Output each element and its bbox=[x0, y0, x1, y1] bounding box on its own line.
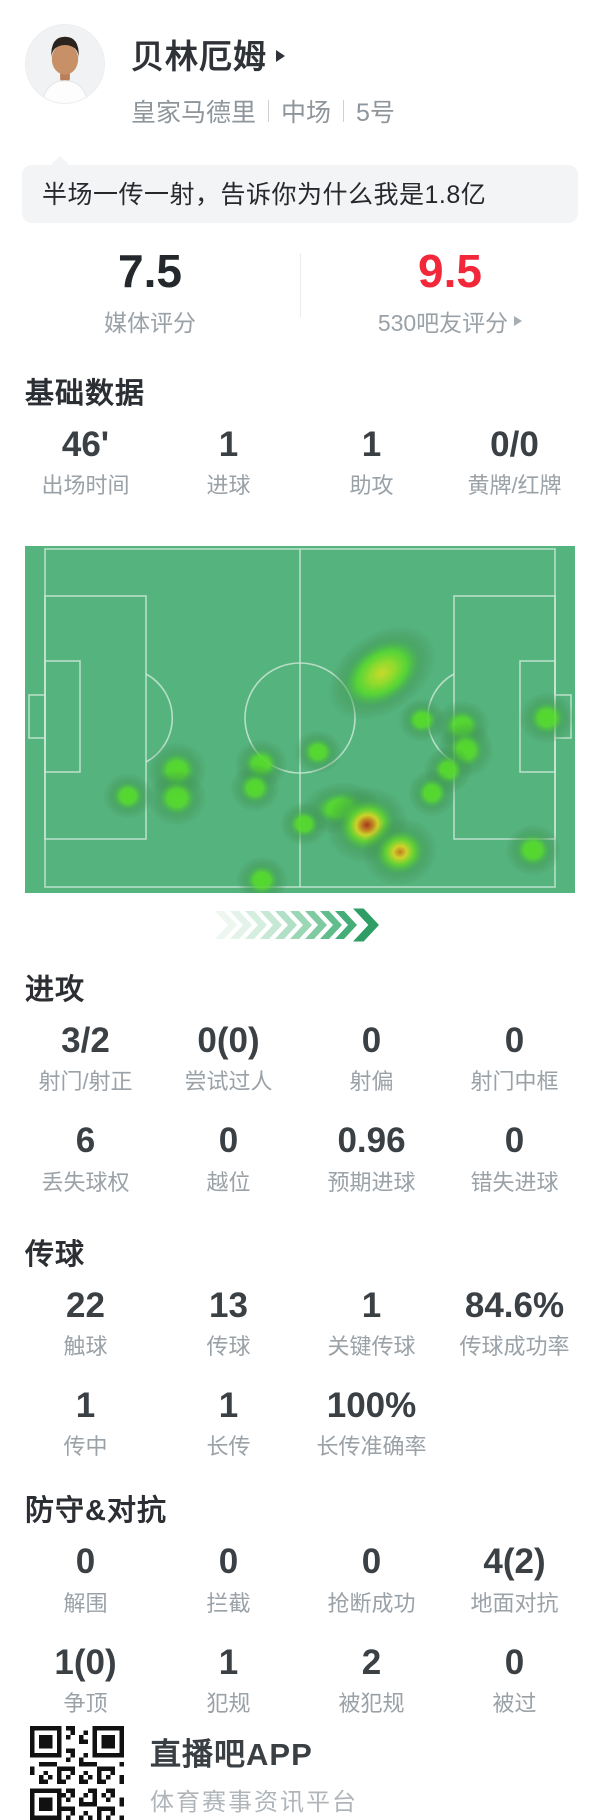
section-title-attack: 进攻 bbox=[25, 974, 86, 1007]
stat-minutes: 46' 出场时间 bbox=[41, 424, 130, 499]
player-header: 贝林厄姆 皇家马德里 中场 5号 bbox=[0, 0, 600, 129]
pitch-svg bbox=[25, 546, 575, 894]
stat-fouled: 2 被犯规 bbox=[338, 1642, 405, 1716]
stat-ground-duels: 4(2) 地面对抗 bbox=[470, 1542, 559, 1616]
qr-code-svg bbox=[30, 1725, 124, 1820]
ratings-row: 7.5 媒体评分 9.5 530吧友评分 bbox=[0, 235, 600, 350]
player-name-link[interactable]: 贝林厄姆 bbox=[131, 30, 395, 78]
app-footer: 直播吧APP 体育赛事资讯平台 bbox=[0, 1725, 600, 1820]
stat-clearances: 0 解围 bbox=[63, 1542, 108, 1616]
heatmap-spots bbox=[103, 625, 575, 894]
stat-cards: 0/0 黄牌/红牌 bbox=[467, 424, 562, 499]
stat-touches: 22 触球 bbox=[63, 1285, 108, 1360]
stat-dribbled-past: 0 被过 bbox=[492, 1642, 537, 1716]
stat-long-ball-accuracy: 100% 长传准确率 bbox=[316, 1386, 427, 1460]
player-number: 5号 bbox=[356, 99, 395, 127]
stat-goals: 1 进球 bbox=[206, 424, 251, 499]
stat-key-passes: 1 关键传球 bbox=[327, 1285, 416, 1360]
stat-fouls: 1 犯规 bbox=[206, 1642, 251, 1716]
player-meta: 皇家马德里 中场 5号 bbox=[131, 93, 395, 129]
divider bbox=[343, 100, 345, 122]
basic-stats-grid: 46' 出场时间 1 进球 1 助攻 0/0 黄牌/红牌 bbox=[0, 424, 600, 500]
player-name: 贝林厄姆 bbox=[131, 38, 267, 75]
stat-pass-accuracy: 84.6% 传球成功率 bbox=[459, 1285, 570, 1360]
player-avatar bbox=[25, 24, 105, 104]
media-rating: 7.5 媒体评分 bbox=[0, 245, 300, 338]
stat-shots-off: 0 射偏 bbox=[349, 1021, 394, 1095]
caret-right-icon bbox=[514, 315, 523, 326]
stat-dribbles: 0(0) 尝试过人 bbox=[184, 1021, 273, 1095]
player-team: 皇家马德里 bbox=[131, 99, 257, 127]
stat-passes: 13 传球 bbox=[206, 1285, 251, 1360]
defense-stats-grid: 0 解围 0 拦截 0 抢断成功 4(2) 地面对抗 1(0) 争顶 1 犯规 … bbox=[0, 1541, 600, 1718]
fans-rating-label: 530吧友评分 bbox=[377, 309, 509, 336]
empty-cell bbox=[443, 1385, 586, 1461]
caret-right-icon bbox=[276, 50, 285, 62]
section-title-defense: 防守&对抗 bbox=[25, 1495, 167, 1528]
stat-xg: 0.96 预期进球 bbox=[327, 1121, 416, 1195]
stat-shots: 3/2 射门/射正 bbox=[38, 1021, 133, 1095]
stat-assists: 1 助攻 bbox=[349, 424, 394, 499]
stat-woodwork: 0 射门中框 bbox=[470, 1021, 559, 1095]
qr-code bbox=[30, 1725, 124, 1820]
attack-stats-grid: 3/2 射门/射正 0(0) 尝试过人 0 射偏 0 射门中框 6 丢失球权 0… bbox=[0, 1020, 600, 1197]
fans-rating-value: 9.5 bbox=[418, 245, 482, 297]
stat-aerial-duels: 1(0) 争顶 bbox=[54, 1642, 117, 1716]
divider bbox=[300, 253, 301, 317]
divider bbox=[268, 100, 270, 122]
stat-tackles-won: 0 抢断成功 bbox=[327, 1542, 416, 1616]
player-position: 中场 bbox=[281, 99, 332, 127]
app-tagline: 体育赛事资讯平台 bbox=[150, 1788, 358, 1816]
player-quote-banner: 半场一传一射，告诉你为什么我是1.8亿 bbox=[22, 156, 578, 223]
stat-offsides: 0 越位 bbox=[206, 1121, 251, 1195]
stat-big-chances-missed: 0 错失进球 bbox=[470, 1121, 559, 1195]
player-photo-placeholder bbox=[26, 25, 104, 103]
heatmap-pitch bbox=[25, 546, 575, 894]
fans-rating[interactable]: 9.5 530吧友评分 bbox=[300, 245, 600, 338]
media-rating-value: 7.5 bbox=[118, 245, 182, 297]
media-rating-label: 媒体评分 bbox=[104, 309, 196, 336]
stat-possession-lost: 6 丢失球权 bbox=[41, 1121, 130, 1195]
stat-crosses: 1 传中 bbox=[63, 1386, 108, 1460]
momentum-chevrons-icon bbox=[0, 908, 600, 942]
passing-stats-grid: 22 触球 13 传球 1 关键传球 84.6% 传球成功率 1 传中 1 长传… bbox=[0, 1285, 600, 1462]
app-name: 直播吧APP bbox=[150, 1736, 313, 1772]
section-title-passing: 传球 bbox=[25, 1238, 86, 1271]
stat-long-balls: 1 长传 bbox=[206, 1386, 251, 1460]
stat-interceptions: 0 拦截 bbox=[206, 1542, 251, 1616]
section-title-basic: 基础数据 bbox=[25, 377, 146, 410]
